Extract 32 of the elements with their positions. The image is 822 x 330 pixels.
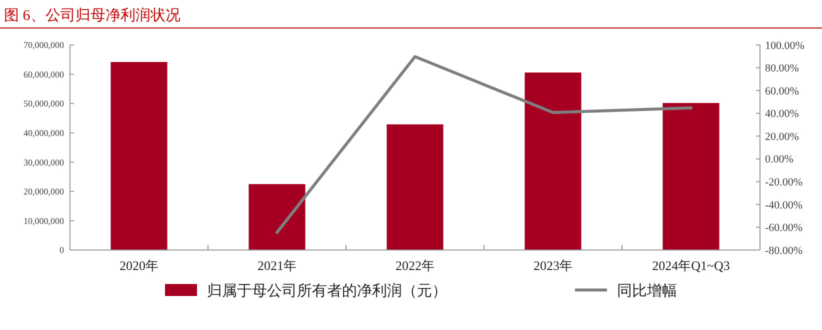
x-tick-label: 2021年	[258, 258, 296, 273]
y-tick-label: 70,000,000	[24, 40, 64, 50]
line-series	[276, 55, 692, 234]
bar	[248, 184, 306, 250]
y2-tick-label: 80.00%	[765, 62, 799, 75]
chart-title: 图 6、公司归母净利润状况	[4, 7, 180, 24]
legend-label: 归属于母公司所有者的净利润（元）	[207, 282, 447, 300]
y2-tick-label: 40.00%	[765, 108, 799, 120]
y2-tick-label: 0.00%	[765, 154, 794, 166]
y2-tick-label: -60.00%	[765, 222, 803, 234]
legend-label: 同比增幅	[617, 282, 677, 300]
y-tick-label: 10,000,000	[24, 216, 64, 226]
x-tick-label: 2020年	[120, 258, 158, 273]
y2-tick-label: -20.00%	[765, 176, 803, 189]
bar	[524, 72, 582, 250]
bar	[110, 62, 168, 250]
y2-tick-label: 60.00%	[765, 85, 799, 98]
y-tick-label: 60,000,000	[24, 69, 64, 80]
y2-tick-label: 100.00%	[765, 40, 804, 52]
x-tick-label: 2022年	[396, 258, 434, 273]
bar	[662, 102, 720, 250]
y2-tick-label: 20.00%	[765, 130, 799, 143]
y-tick-label: 30,000,000	[24, 157, 64, 168]
bar	[386, 124, 444, 250]
y-tick-label: 50,000,000	[24, 98, 64, 109]
y-tick-label: 0	[60, 245, 64, 256]
y2-tick-label: -40.00%	[765, 199, 803, 212]
y-tick-label: 20,000,000	[24, 186, 64, 197]
y-tick-label: 40,000,000	[24, 128, 64, 138]
x-tick-label: 2023年	[534, 258, 572, 273]
y2-tick-label: -80.00%	[765, 244, 803, 257]
x-tick-label: 2024年Q1~Q3	[652, 258, 730, 273]
